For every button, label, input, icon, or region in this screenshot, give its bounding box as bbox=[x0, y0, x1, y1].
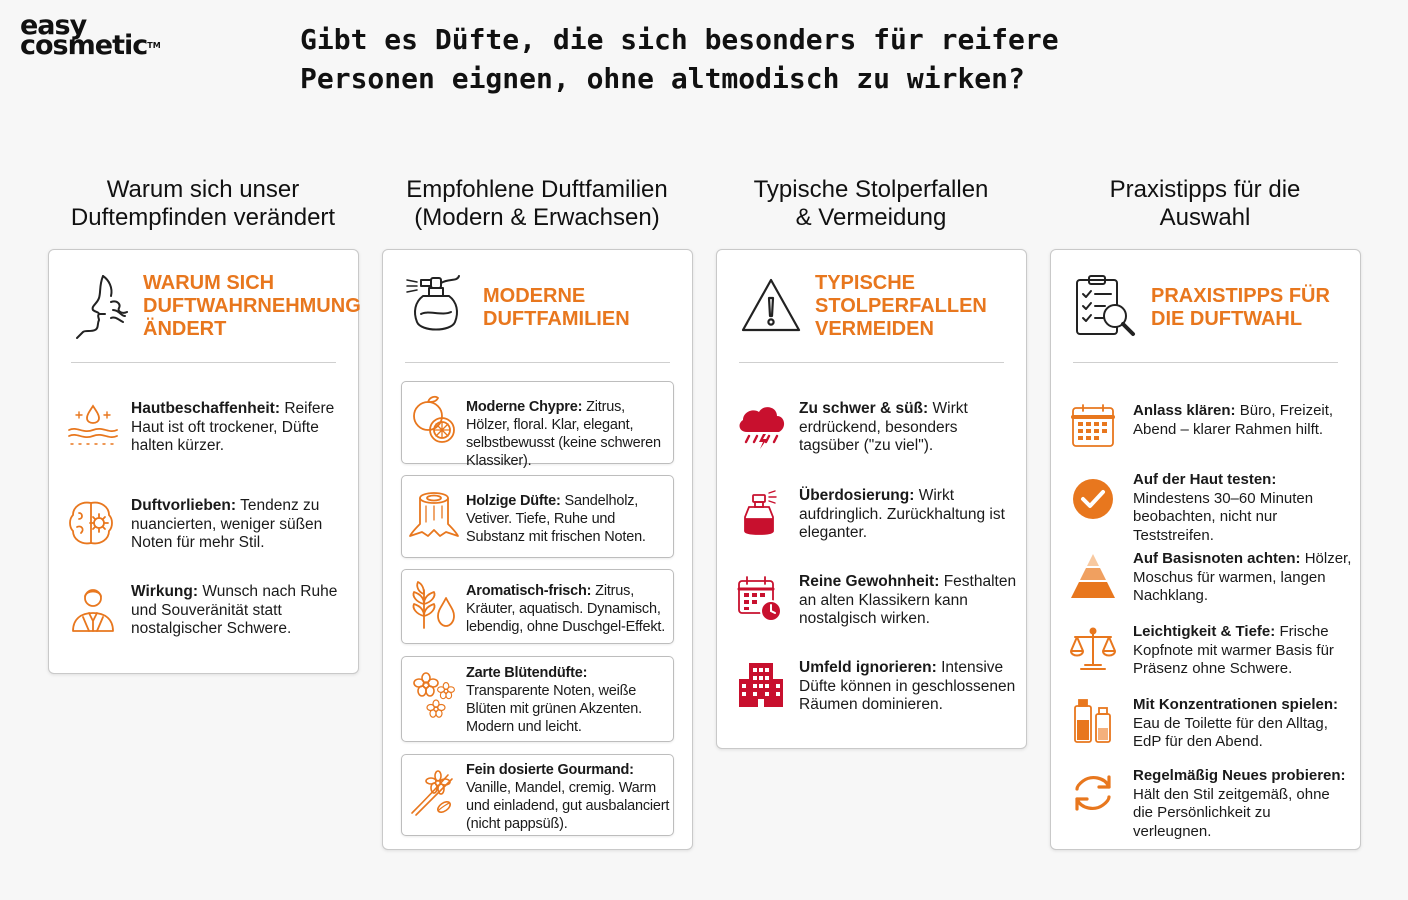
bottles-icon bbox=[1069, 698, 1121, 746]
tree-stump-icon bbox=[408, 488, 460, 540]
divider bbox=[739, 362, 1004, 363]
card-heading: PRAXISTIPPS FÜR DIE DUFTWAHL bbox=[1151, 285, 1330, 330]
warning-icon bbox=[737, 272, 805, 340]
divider bbox=[71, 362, 336, 363]
perfume-atomizer-icon bbox=[403, 272, 471, 340]
family-box: Zarte Blütendüfte: Transparente Noten, w… bbox=[401, 656, 674, 742]
card-header: TYPISCHE STOLPERFALLEN VERMEIDEN bbox=[717, 250, 1026, 362]
refresh-icon bbox=[1069, 769, 1121, 817]
face-smell-icon bbox=[69, 272, 137, 340]
column-title-4: Praxistipps für die Auswahl bbox=[1109, 176, 1301, 231]
card-heading: MODERNE DUFTFAMILIEN bbox=[483, 285, 630, 330]
card-heading: TYPISCHE STOLPERFALLEN VERMEIDEN bbox=[815, 272, 987, 340]
herb-drop-icon bbox=[408, 580, 460, 632]
brain-gear-icon bbox=[67, 499, 119, 547]
card-header: MODERNE DUFTFAMILIEN bbox=[383, 250, 692, 362]
card-heading: WARUM SICH DUFTWAHRNEHMUNG ÄNDERT bbox=[143, 272, 361, 340]
column-title-1: Warum sich unser Duftempfinden verändert bbox=[70, 176, 336, 231]
divider bbox=[405, 362, 670, 363]
card-practical-tips: PRAXISTIPPS FÜR DIE DUFTWAHL Anlass kläre… bbox=[1050, 249, 1361, 850]
card-header: PRAXISTIPPS FÜR DIE DUFTWAHL bbox=[1051, 250, 1360, 362]
divider bbox=[1073, 362, 1338, 363]
family-box: Fein dosierte Gourmand: Vanille, Mandel,… bbox=[401, 754, 674, 836]
family-box: Moderne Chypre: Zitrus, Hölzer, floral. … bbox=[401, 381, 674, 469]
check-circle-icon bbox=[1069, 473, 1121, 521]
card-modern-fragrance-families: MODERNE DUFTFAMILIEN Moderne Chypre: Zitr… bbox=[382, 249, 693, 850]
logo: easy cosmeticTM bbox=[20, 10, 161, 59]
checklist-magnifier-icon bbox=[1071, 272, 1139, 340]
pyramid-icon bbox=[1069, 552, 1121, 600]
column-title-2: Empfohlene Duftfamilien (Modern & Erwachs… bbox=[406, 176, 668, 231]
logo-line-1: easy bbox=[20, 10, 87, 41]
family-box: Aromatisch-frisch: Zitrus, Kräuter, aqua… bbox=[401, 569, 674, 644]
person-icon bbox=[67, 585, 119, 633]
logo-trademark: TM bbox=[147, 41, 161, 50]
building-icon bbox=[735, 661, 787, 709]
calendar-icon bbox=[1069, 404, 1121, 452]
skin-drop-icon bbox=[67, 402, 119, 450]
vanilla-icon bbox=[408, 767, 460, 819]
column-title-3: Typische Stolperfallen & Vermeidung bbox=[753, 176, 989, 231]
perfume-bottle-icon bbox=[735, 489, 787, 537]
flowers-icon bbox=[408, 669, 460, 721]
family-box: Holzige Düfte: Sandelholz, Vetiver. Tief… bbox=[401, 475, 674, 558]
logo-line-2: cosmetic bbox=[20, 30, 148, 61]
card-typical-pitfalls: TYPISCHE STOLPERFALLEN VERMEIDEN Zu schwer… bbox=[716, 249, 1027, 749]
card-header: WARUM SICH DUFTWAHRNEHMUNG ÄNDERT bbox=[49, 250, 361, 362]
scale-icon bbox=[1069, 625, 1121, 673]
storm-cloud-icon bbox=[735, 402, 787, 450]
calendar-clock-icon bbox=[735, 575, 787, 623]
card-why-perception-changes: WARUM SICH DUFTWAHRNEHMUNG ÄNDERT Hautbesc… bbox=[48, 249, 361, 674]
citrus-icon bbox=[408, 394, 460, 446]
page-title: Gibt es Düfte, die sich besonders für re… bbox=[300, 23, 1059, 95]
